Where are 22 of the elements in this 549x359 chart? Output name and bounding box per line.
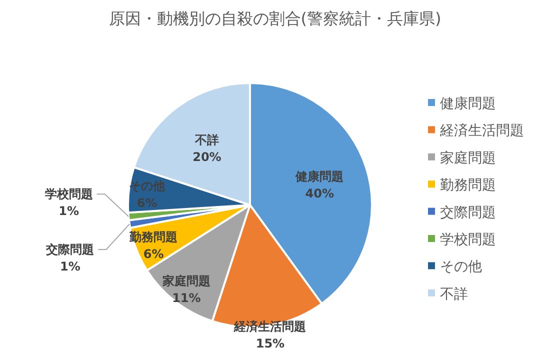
data-label: 6% [143,247,164,262]
legend-label: 家庭問題 [440,150,496,166]
legend-label: 不詳 [440,286,468,302]
data-label: 1% [58,204,79,218]
data-label: 20% [192,150,222,164]
slice-label: 不詳 [194,132,219,147]
data-label: 15% [256,336,285,351]
legend-label: 勤務問題 [440,178,496,194]
data-label: 1% [60,259,80,274]
data-label: 40% [305,186,334,200]
slice-label: 健康問題 [294,169,344,184]
legend-label: 経済生活問題 [439,123,524,140]
slice-label: 家庭問題 [161,274,210,288]
slice-label: 交際問題 [45,242,94,256]
legend-label: 学校問題 [440,232,496,248]
chart-title: 原因・動機別の自殺の割合(警察統計・兵庫県) [108,9,442,28]
slice-label: 学校問題 [44,187,93,202]
legend-label: 交際問題 [440,204,496,221]
legend-label: その他 [440,259,482,276]
legend-label: 健康問題 [440,96,496,112]
data-label: 11% [172,290,201,305]
data-label: 6% [136,196,158,210]
